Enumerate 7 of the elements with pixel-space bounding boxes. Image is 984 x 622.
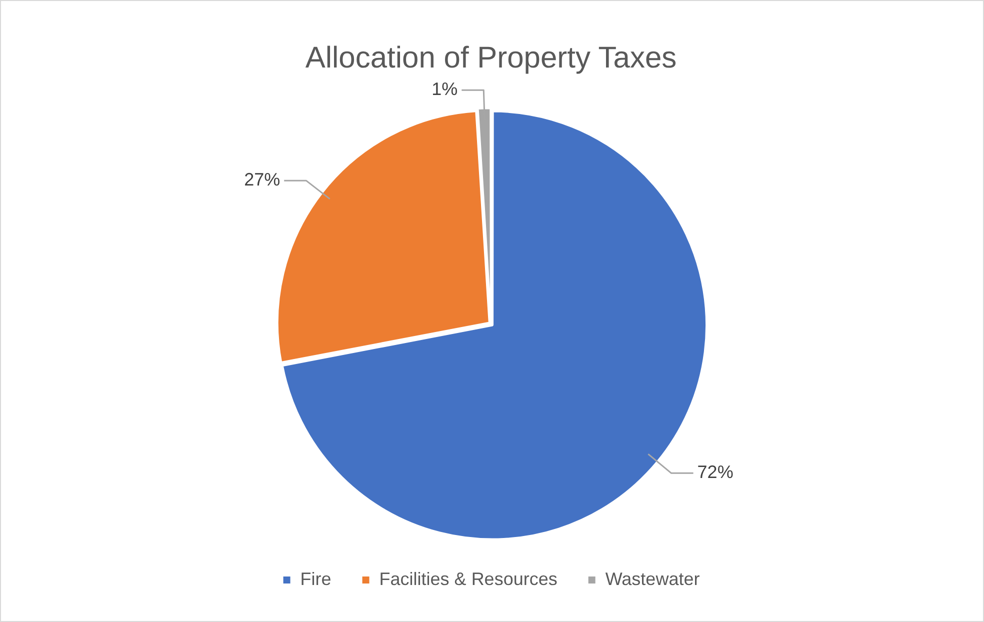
data-label: 72% <box>697 462 734 482</box>
legend-label: Facilities & Resources <box>379 568 558 589</box>
legend-label: Wastewater <box>605 568 700 589</box>
legend-label: Fire <box>300 568 332 589</box>
data-label: 1% <box>432 79 458 100</box>
data-label: 27% <box>244 170 280 190</box>
chart-title: Allocation of Property Taxes <box>305 41 677 74</box>
